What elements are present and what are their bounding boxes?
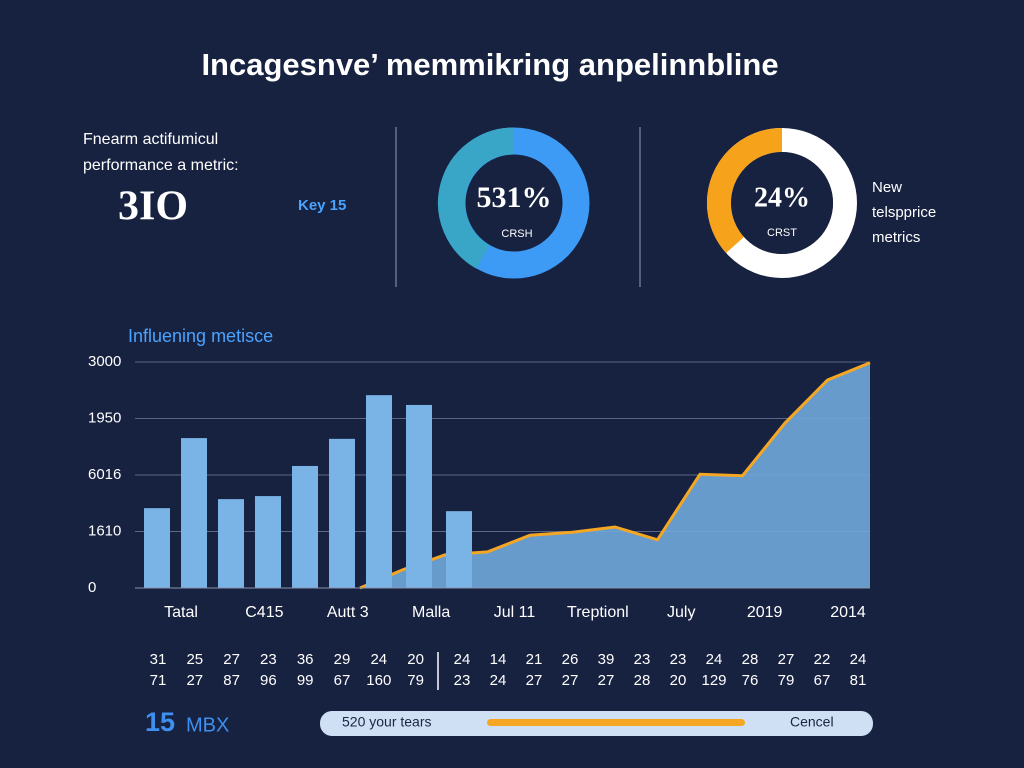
table-cell: 23 [260, 651, 277, 668]
bar [292, 465, 318, 588]
chart-title: Influening metisce [128, 326, 273, 346]
table-cell: 27 [562, 672, 579, 689]
table-cell: 29 [334, 651, 351, 668]
kpi-value: 3IO [118, 184, 188, 230]
table-cell: 27 [186, 672, 203, 689]
table-cell: 27 [526, 672, 543, 689]
bar [255, 496, 281, 588]
x-tick-label: Jul 11 [494, 604, 536, 621]
kpi-label: performance a metric: [83, 157, 239, 174]
x-tick-label: 2019 [747, 604, 783, 621]
progress-text: 520 your tears [342, 714, 432, 730]
table-cell: 24 [490, 672, 507, 689]
table-cell: 71 [150, 672, 167, 689]
table-cell: 24 [370, 651, 387, 668]
table-cell: 67 [814, 672, 831, 689]
table-cell: 20 [407, 651, 424, 668]
table-cell: 36 [297, 651, 314, 668]
x-tick-label: Malla [412, 604, 450, 621]
donut-hole [731, 152, 833, 254]
table-cell: 22 [814, 651, 831, 668]
donut-center: 24% [754, 182, 810, 213]
table-cell: 96 [260, 672, 277, 689]
area-line [359, 361, 871, 590]
table-cell: 39 [598, 651, 615, 668]
side-note: telspprice [872, 204, 936, 221]
table-cell: 28 [742, 651, 759, 668]
side-note: New [872, 179, 902, 196]
side-note: metrics [872, 229, 920, 246]
table-cell: 129 [701, 672, 726, 689]
x-tick-label: Autt 3 [327, 604, 369, 621]
table-cell: 27 [778, 651, 795, 668]
table-cell: 24 [706, 651, 723, 668]
donut-hole [466, 155, 562, 251]
table-cell: 27 [223, 651, 240, 668]
table-cell: 23 [670, 651, 687, 668]
table-cell: 20 [670, 672, 687, 689]
bar [366, 395, 392, 588]
table-cell: 79 [778, 672, 795, 689]
title: Incagesnve’ memmikring anpelinnbline [201, 47, 778, 82]
kpi-label: Fnearm actifumicul [83, 131, 218, 148]
x-tick-label: C415 [245, 604, 283, 621]
area [360, 362, 870, 588]
x-tick-label: Treptionl [567, 604, 629, 621]
x-tick-label: Tatal [164, 604, 198, 621]
cancel-button[interactable]: Cencel [790, 714, 834, 730]
bar [329, 438, 355, 588]
table-cell: 31 [150, 651, 167, 668]
table-cell: 79 [407, 672, 424, 689]
table-cell: 81 [850, 672, 867, 689]
kpi-tag: Key 15 [298, 197, 346, 214]
table-cell: 27 [598, 672, 615, 689]
table-cell: 26 [562, 651, 579, 668]
progress-fill [487, 719, 745, 726]
table-cell: 23 [634, 651, 651, 668]
bar [446, 511, 472, 588]
donut-segment [706, 128, 783, 253]
bar [406, 404, 432, 588]
bar [218, 499, 244, 588]
y-tick-label: 6016 [88, 466, 121, 483]
table-cell: 160 [366, 672, 391, 689]
table-cell: 87 [223, 672, 240, 689]
brand-number: 15 [145, 707, 175, 737]
table-cell: 24 [454, 651, 471, 668]
brand-text: MBX [186, 714, 229, 736]
x-tick-label: July [667, 604, 695, 621]
table-cell: 14 [490, 651, 507, 668]
donut-segment [437, 127, 515, 269]
y-tick-label: 1610 [88, 522, 121, 539]
y-tick-label: 1950 [88, 409, 121, 426]
donut-center: 531% [477, 181, 552, 214]
table-cell: 25 [186, 651, 203, 668]
bar [144, 508, 170, 588]
table-cell: 23 [454, 672, 471, 689]
y-tick-label: 0 [88, 579, 96, 596]
table-cell: 24 [850, 651, 867, 668]
y-tick-label: 3000 [88, 353, 121, 370]
table-cell: 67 [334, 672, 351, 689]
donut-sub: CRSH [501, 228, 532, 240]
table-cell: 99 [297, 672, 314, 689]
table-cell: 21 [526, 651, 543, 668]
table-cell: 76 [742, 672, 759, 689]
donut-sub: CRST [767, 227, 797, 239]
x-tick-label: 2014 [830, 604, 866, 621]
bar [181, 438, 207, 588]
table-cell: 28 [634, 672, 651, 689]
